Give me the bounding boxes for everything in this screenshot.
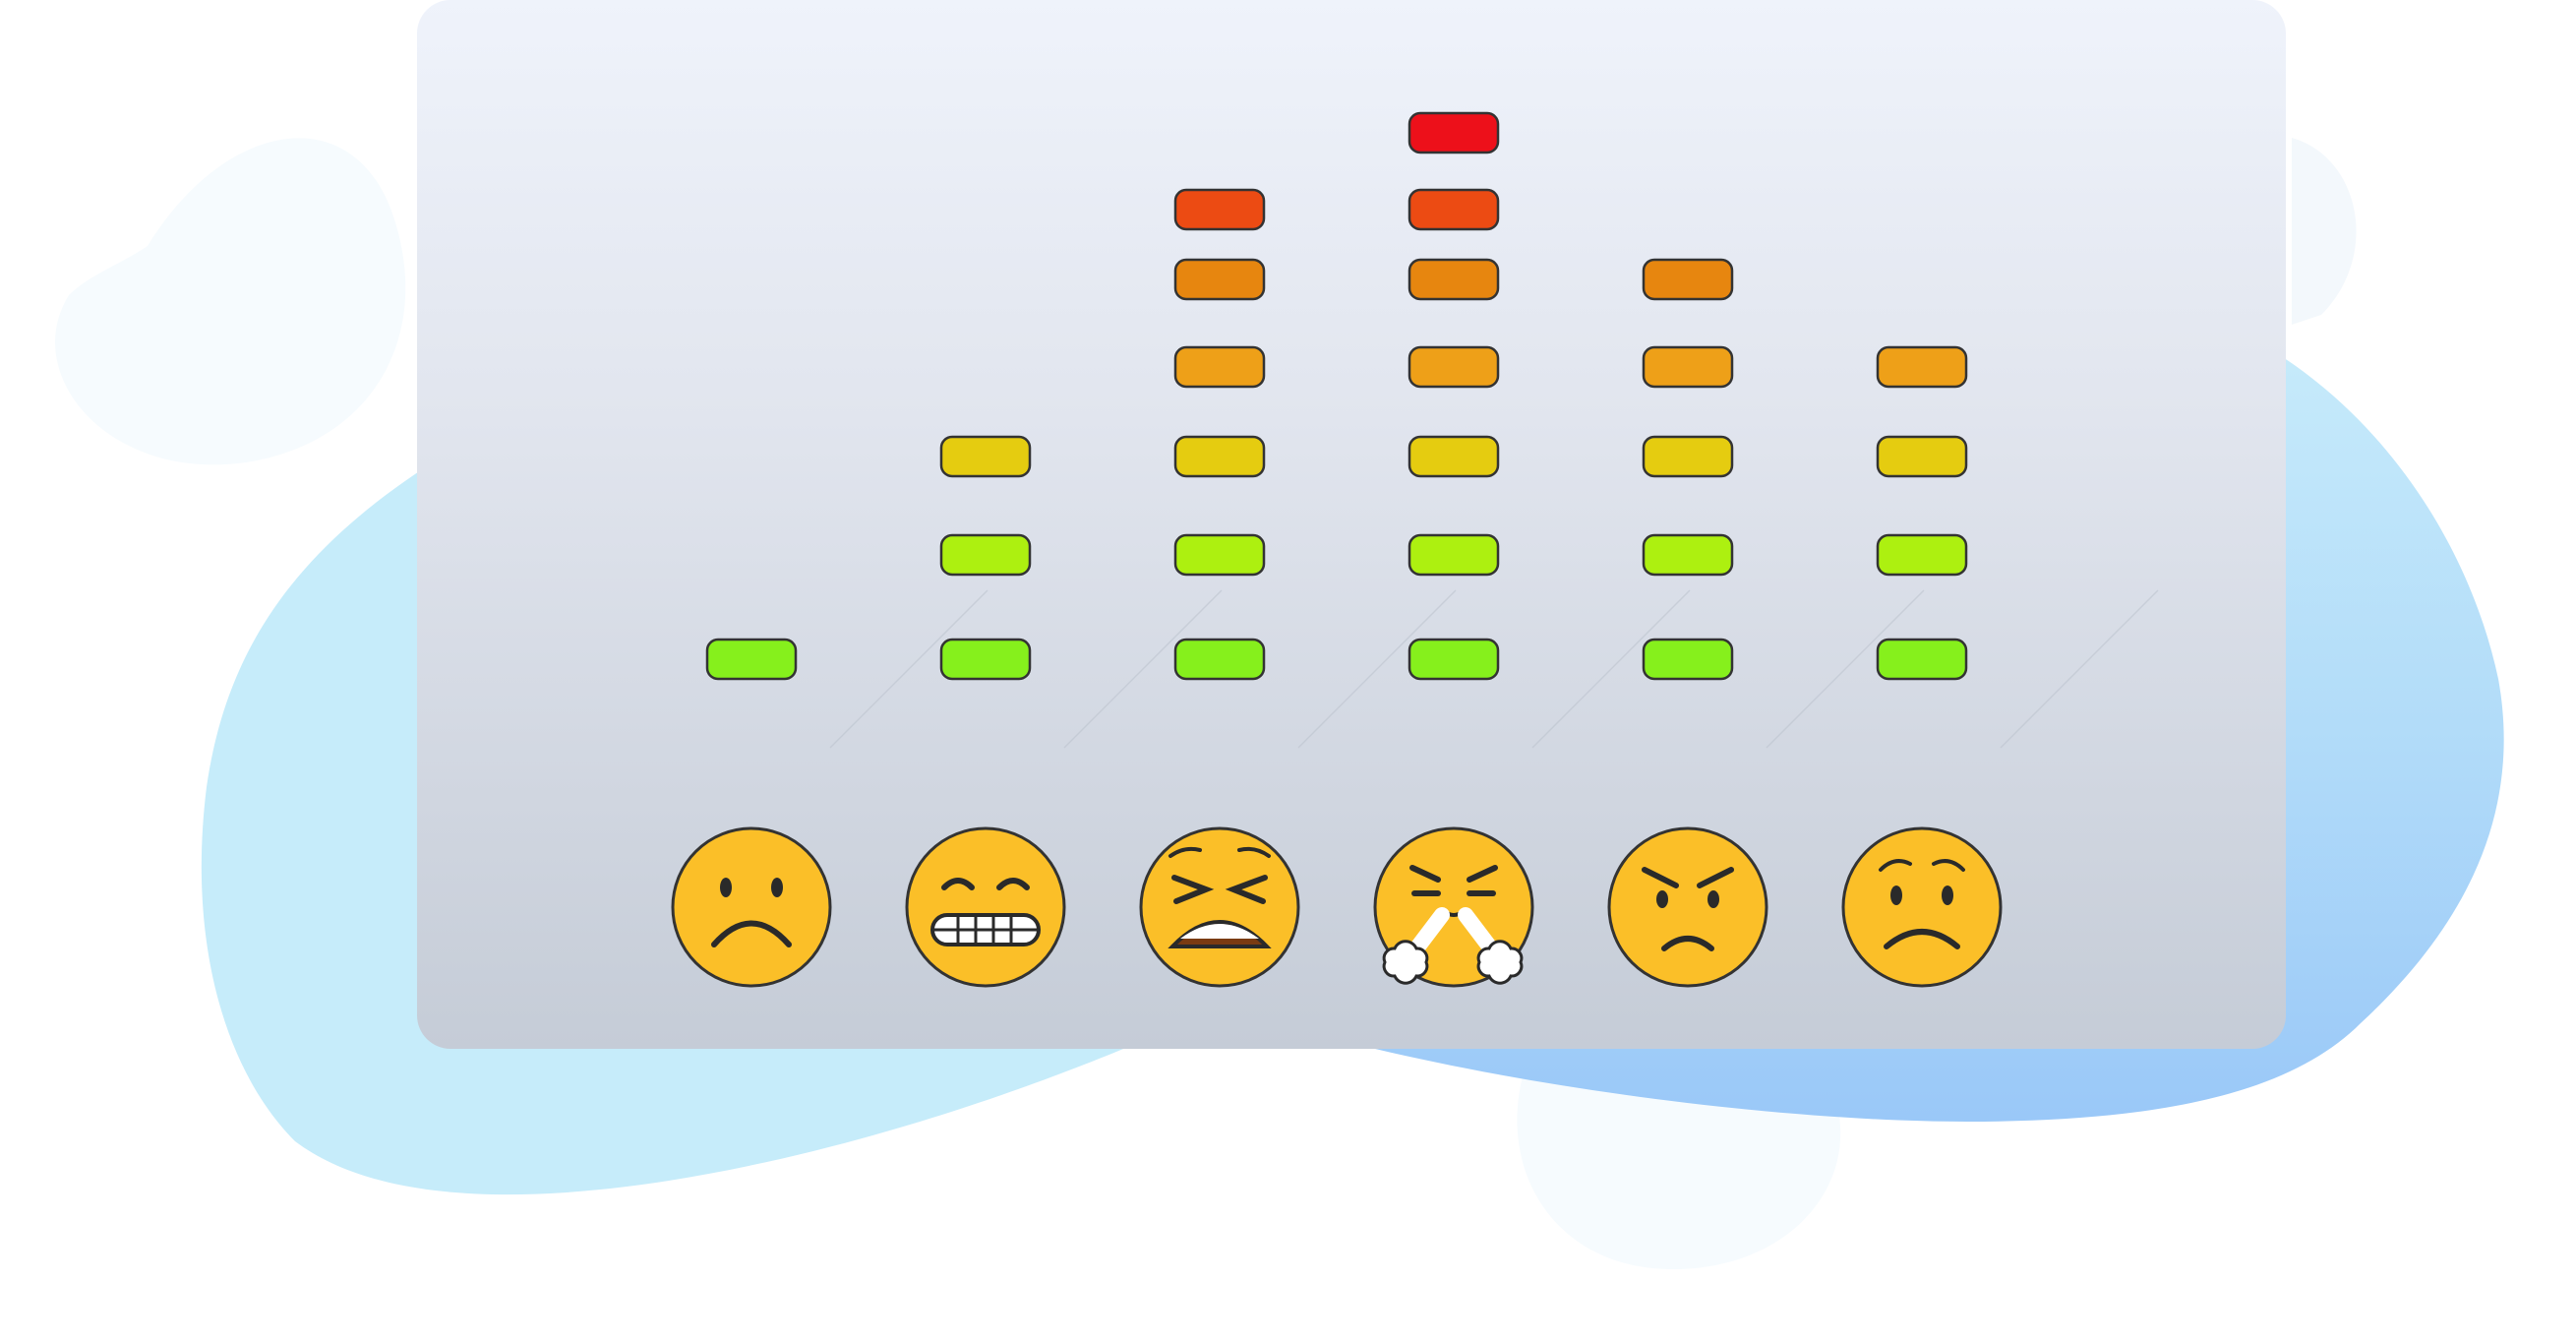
level-segment	[1876, 435, 1968, 478]
grimacing-face-emoji-icon	[905, 826, 1066, 988]
meter-column-tired-face	[1173, 188, 1266, 681]
level-segment	[1173, 533, 1266, 577]
level-meter-card	[417, 0, 2286, 1049]
meter-column-angry-face	[1642, 258, 1734, 681]
level-segment	[1408, 345, 1500, 389]
worried-face-emoji-icon	[1841, 826, 2003, 988]
level-meter	[671, 111, 2159, 988]
level-segment	[1876, 533, 1968, 577]
meter-column-worried-face	[1876, 345, 1968, 681]
level-segment	[1408, 188, 1500, 231]
level-segment	[1642, 345, 1734, 389]
level-segment	[1408, 533, 1500, 577]
angry-face-emoji-icon	[1607, 826, 1768, 988]
level-segment	[1876, 345, 1968, 389]
level-segment	[939, 435, 1032, 478]
level-segment	[1408, 111, 1500, 154]
level-segment	[939, 533, 1032, 577]
meter-column-face-with-steam-from-nose	[1408, 111, 1500, 681]
level-segment	[1642, 435, 1734, 478]
level-segment	[1408, 258, 1500, 301]
level-segment	[939, 638, 1032, 681]
face-with-steam-from-nose-emoji-icon	[1373, 826, 1534, 988]
level-segment	[1408, 435, 1500, 478]
level-segment	[1173, 345, 1266, 389]
level-segment	[1876, 638, 1968, 681]
level-segment	[1642, 258, 1734, 301]
meter-column-frowning-face	[705, 638, 798, 681]
level-segment	[1642, 638, 1734, 681]
level-segment	[1173, 435, 1266, 478]
level-segment	[705, 638, 798, 681]
meter-column-grimacing-face	[939, 435, 1032, 681]
level-segment	[1408, 638, 1500, 681]
level-segment	[1173, 188, 1266, 231]
frowning-face-emoji-icon	[671, 826, 832, 988]
level-segment	[1642, 533, 1734, 577]
level-segment	[1173, 638, 1266, 681]
level-segment	[1173, 258, 1266, 301]
tired-face-emoji-icon	[1139, 826, 1300, 988]
